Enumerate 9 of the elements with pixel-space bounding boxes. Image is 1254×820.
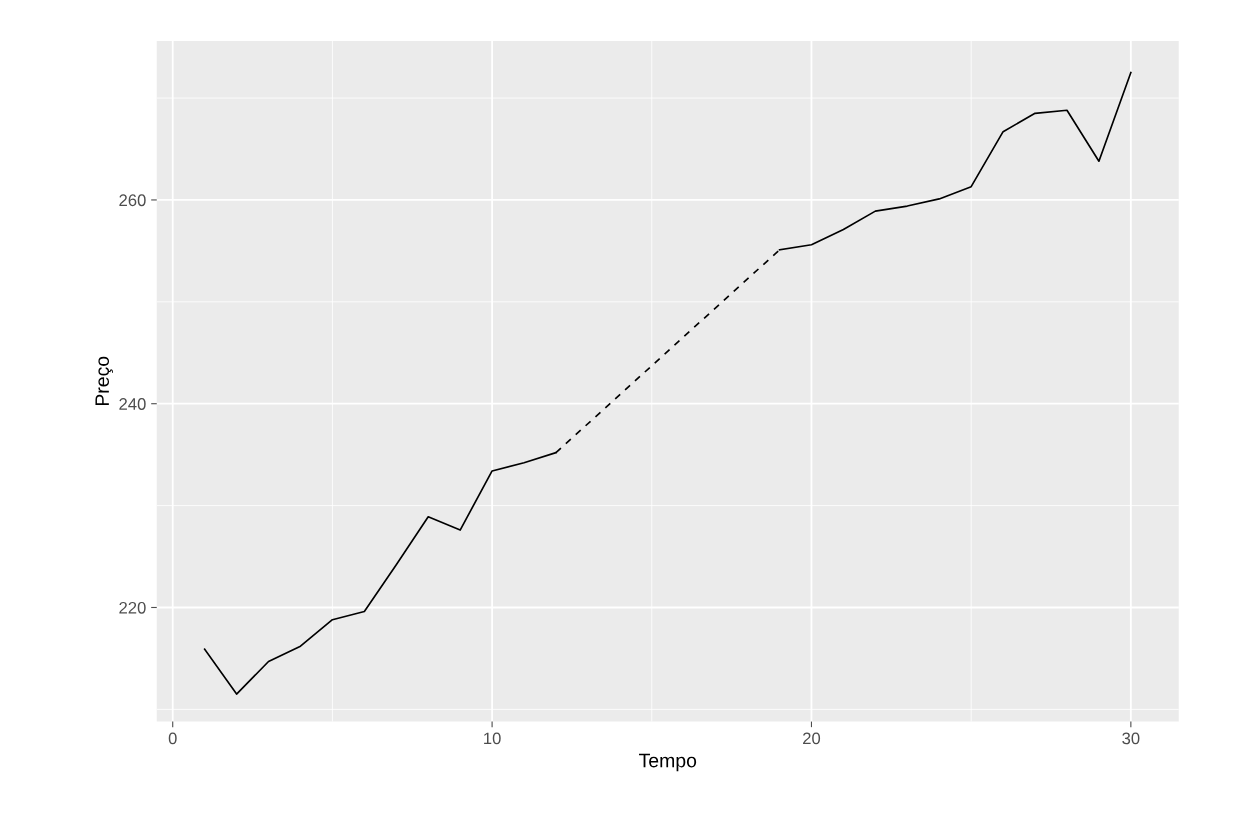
x-tick-label: 10 [484,732,501,745]
y-tick-label: 220 [119,601,146,614]
x-axis-title: Tempo [639,753,697,772]
x-tick-label: 20 [803,732,821,745]
y-tick-label: 240 [119,398,146,410]
y-axis-title: Preço [95,356,113,406]
x-tick-label: 30 [1122,732,1140,745]
x-tick-label: 0 [168,732,177,745]
y-tick-label: 260 [119,194,146,207]
